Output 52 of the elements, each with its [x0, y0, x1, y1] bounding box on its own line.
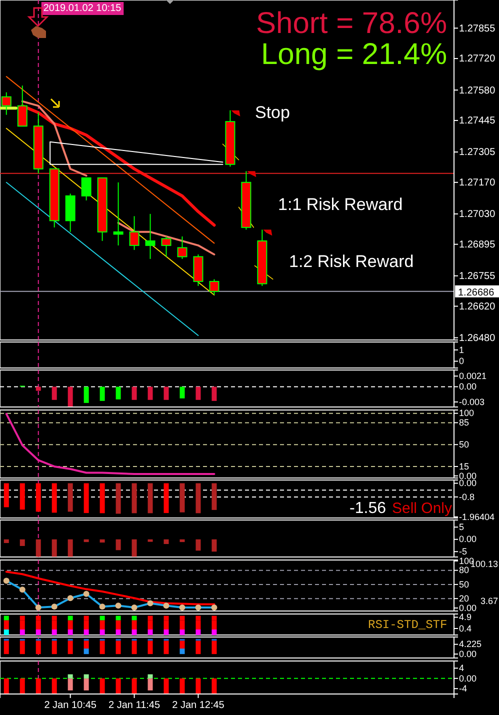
y-tick-label: -1.96404	[459, 512, 495, 522]
x-tick-label: 2 Jan 10:45	[44, 700, 97, 712]
y-tick-label: -0.003	[459, 396, 485, 407]
y-tick-label: 1	[459, 344, 464, 355]
y-tick-label: -0.8	[459, 492, 475, 502]
x-tick-label: 2 Jan 11:45	[108, 700, 160, 712]
y-tick-label: 1.26620	[459, 301, 496, 312]
annotation: RSI-STD_STF	[368, 618, 448, 632]
y-tick-label: 0.00	[459, 382, 477, 392]
y-tick-label: 1.27170	[459, 178, 496, 189]
y-tick-label: 1.26480	[459, 332, 496, 344]
y-tick-label: 0.00	[459, 602, 477, 613]
y-tick-label: 0.00	[459, 534, 477, 544]
text: 3.67	[480, 596, 498, 606]
y-tick-label: 80	[459, 565, 470, 576]
y-tick-label: 15	[459, 461, 470, 472]
y-tick-label: 0.00	[459, 478, 477, 488]
y-tick-label: 1.27305	[459, 147, 496, 158]
y-tick-label: 1.27720	[459, 54, 496, 65]
y-tick-label: -5	[459, 546, 468, 556]
x-tick-label: 2 Jan 12:45	[172, 700, 225, 712]
y-tick-label: 1.27580	[459, 85, 496, 96]
annotation: Stop	[255, 103, 290, 122]
annotation: Long = 21.4%	[261, 38, 447, 71]
y-tick-label: 4	[459, 663, 464, 674]
y-tick-label: -4	[459, 684, 468, 694]
y-tick-label: 0.4	[459, 623, 472, 634]
annotation: Short = 78.6%	[256, 7, 447, 40]
y-tick-label: 0.00	[459, 648, 477, 659]
y-tick-label: 4.225	[459, 639, 482, 650]
y-tick-label: 20	[459, 593, 470, 604]
ref-line-label: 2019.01.02 10:15	[43, 3, 122, 14]
annotation: Sell Only	[392, 500, 452, 517]
y-tick-label: 1.27445	[459, 116, 496, 127]
y-tick-label: 5	[459, 522, 464, 532]
y-tick-label: 1.27855	[459, 23, 496, 34]
y-tick-label: 50	[459, 439, 470, 450]
annotation: 1:2 Risk Reward	[289, 252, 414, 271]
annotation: 1:1 Risk Reward	[278, 195, 403, 214]
y-tick-label: 1.27030	[459, 209, 496, 220]
y-tick-label: 85	[459, 418, 470, 428]
y-tick-label: 100	[459, 408, 474, 418]
y-tick-label: 1.26895	[459, 240, 496, 251]
y-tick-label: 0.00	[459, 470, 477, 481]
y-tick-label: 1.26755	[459, 271, 496, 282]
y-tick-label: 0.0021	[459, 370, 487, 381]
annotation: -1.56	[350, 500, 386, 517]
y-tick-label: 0	[459, 356, 464, 366]
y-tick-label: 50	[459, 579, 470, 590]
ref-line-label: 1.26686	[458, 287, 495, 298]
y-tick-label: 0.00	[459, 673, 477, 684]
y-tick-label: 4.9	[459, 612, 472, 622]
